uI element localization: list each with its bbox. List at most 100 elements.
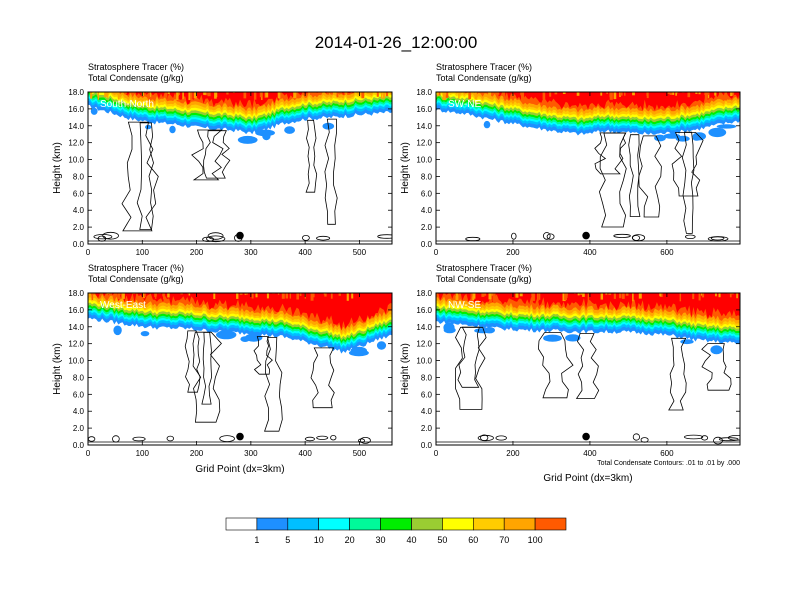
y-tick-label: 12.0 <box>416 139 432 148</box>
x-tick-label: 0 <box>434 248 439 257</box>
tracer-streak <box>483 293 487 296</box>
tracer-streak <box>193 92 197 99</box>
tracer-band <box>436 293 740 319</box>
tracer-patch <box>140 331 150 337</box>
tracer-streak <box>600 92 603 96</box>
tracer-streak <box>582 293 585 297</box>
tracer-streak <box>707 92 710 99</box>
condensate-contour <box>377 234 392 239</box>
tracer-streak <box>707 92 710 95</box>
tracer-patch <box>710 345 723 355</box>
y-axis-label: Height (km) <box>400 343 411 395</box>
tracer-field <box>436 293 740 355</box>
tracer-streak <box>731 92 735 96</box>
tracer-streak <box>264 92 267 98</box>
y-tick-label: 10.0 <box>68 357 84 366</box>
condensate-contour <box>628 134 641 217</box>
tracer-streak <box>672 92 675 95</box>
tracer-streak <box>608 293 612 295</box>
tracer-streak <box>261 92 263 100</box>
tracer-streak <box>492 293 496 301</box>
condensate-contour <box>710 236 725 241</box>
colorbar-swatch <box>442 517 474 531</box>
tracer-streak <box>253 92 257 100</box>
y-tick-label: 8.0 <box>73 373 85 382</box>
tracer-streak <box>361 92 365 99</box>
condensate-contour <box>477 434 494 442</box>
tracer-patch <box>565 334 581 342</box>
condensate-contours <box>88 330 392 444</box>
condensate-contour <box>681 131 695 234</box>
tracer-streak <box>296 293 300 300</box>
tracer-streak <box>162 293 165 297</box>
tracer-streak <box>587 293 590 302</box>
tracer-streak <box>621 293 625 299</box>
tracer-streak <box>367 92 369 94</box>
y-tick-label: 2.0 <box>73 223 85 232</box>
tracer-streak <box>309 92 312 95</box>
tracer-streak <box>606 92 608 94</box>
condensate-contour <box>537 332 574 399</box>
condensate-contour <box>546 233 555 240</box>
tracer-streak <box>473 293 476 299</box>
y-tick-label: 8.0 <box>421 172 433 181</box>
tracer-streak <box>141 92 145 97</box>
tracer-streak <box>576 92 580 96</box>
x-tick-label: 0 <box>86 248 91 257</box>
plot-frame <box>87 292 393 446</box>
y-tick-label: 14.0 <box>416 122 432 131</box>
tracer-streak <box>311 293 315 298</box>
tracer-patch <box>169 125 176 134</box>
tracer-streak <box>464 92 468 94</box>
section-label: South-North <box>100 99 154 110</box>
tracer-streak <box>97 92 99 100</box>
y-tick-label: 12.0 <box>68 139 84 148</box>
tracer-field <box>436 92 740 142</box>
tracer-streak <box>124 92 127 95</box>
tracer-streak <box>351 293 354 299</box>
colorbar-swatch <box>318 517 350 531</box>
tracer-streak <box>704 92 708 100</box>
tracer-streak <box>442 92 446 101</box>
tracer-streak <box>619 293 622 299</box>
tracer-streak <box>455 293 459 301</box>
tracer-streak <box>226 92 229 95</box>
x-tick-label: 400 <box>298 248 312 257</box>
x-tick-label: 100 <box>136 248 150 257</box>
tracer-streak <box>299 293 302 296</box>
condensate-contour <box>713 436 723 445</box>
tracer-streak <box>90 92 93 99</box>
tracer-streak <box>188 92 191 101</box>
tracer-streak <box>538 293 541 300</box>
tracer-streak <box>714 92 717 96</box>
y-tick-label: 12.0 <box>68 340 84 349</box>
tracer-streak <box>265 92 269 98</box>
y-axis-label: Height (km) <box>52 142 63 194</box>
tracer-streak <box>438 92 441 96</box>
condensate-contour <box>495 435 507 441</box>
tracer-streak <box>336 92 339 98</box>
tracer-patch <box>654 134 666 142</box>
tracer-streak <box>719 92 722 98</box>
plot-frame <box>87 91 393 245</box>
y-tick-label: 4.0 <box>73 407 85 416</box>
tracer-streak <box>521 92 525 101</box>
x-tick-label: 600 <box>660 248 674 257</box>
panel-title-line1: Stratosphere Tracer (%) <box>436 263 532 273</box>
y-tick-label: 0.0 <box>421 240 433 249</box>
x-tick-label: 500 <box>353 248 367 257</box>
tracer-streak <box>730 293 734 295</box>
condensate-contour <box>301 234 310 241</box>
tracer-streak <box>277 293 280 295</box>
tracer-band <box>92 293 392 331</box>
tracer-patch <box>692 135 701 141</box>
tracer-streak <box>724 92 728 101</box>
tracer-streak <box>289 293 292 299</box>
colorbar-label: 20 <box>345 535 355 545</box>
location-marker <box>582 432 590 441</box>
y-tick-label: 0.0 <box>73 240 85 249</box>
tracer-streak <box>577 293 580 296</box>
tracer-field <box>88 92 392 144</box>
plot-frame <box>435 292 741 446</box>
tracer-streak <box>266 293 269 299</box>
